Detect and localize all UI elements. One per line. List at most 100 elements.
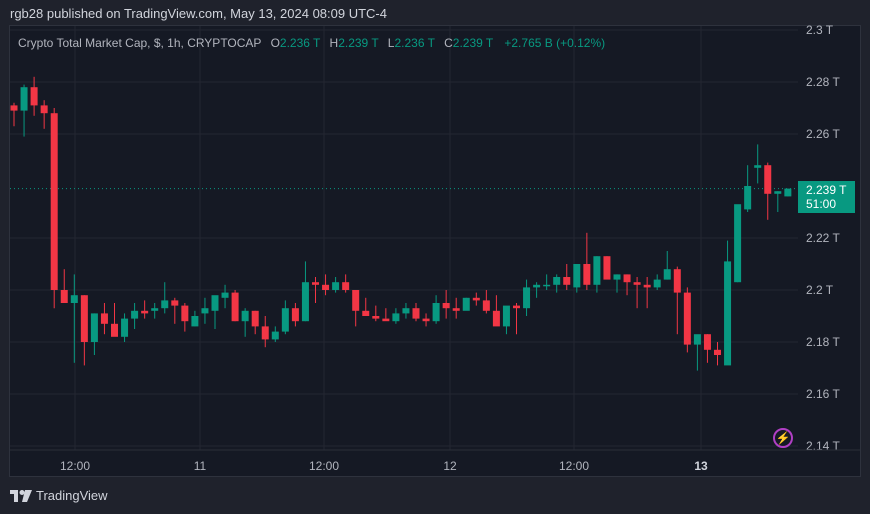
y-axis-label: 2.22 T	[806, 231, 840, 245]
candle	[382, 308, 390, 322]
candle	[603, 256, 611, 280]
candle	[181, 303, 189, 332]
candle	[332, 277, 340, 293]
candle	[583, 232, 591, 290]
candle	[734, 204, 742, 283]
candle	[322, 274, 330, 296]
candle	[131, 303, 139, 329]
candle	[211, 295, 219, 329]
candle	[643, 277, 651, 309]
y-axis-label: 2.2 T	[806, 283, 834, 297]
candle	[30, 76, 38, 116]
candle	[452, 297, 460, 319]
candle	[492, 295, 500, 327]
y-axis-label: 2.18 T	[806, 335, 840, 349]
symbol-title[interactable]: Crypto Total Market Cap, $, 1h, CRYPTOCA…	[18, 36, 262, 50]
low-label: L	[387, 36, 395, 50]
y-axis-label: 2.28 T	[806, 75, 840, 89]
candle	[402, 303, 410, 319]
candle	[271, 326, 279, 342]
candle	[633, 277, 641, 309]
candle	[683, 287, 691, 353]
candle	[261, 316, 269, 348]
x-axis-label: 12:00	[60, 459, 90, 473]
candle	[231, 290, 239, 322]
candle	[191, 310, 199, 327]
candle	[482, 290, 490, 314]
candle	[543, 274, 551, 290]
candle	[703, 334, 711, 363]
candle	[663, 251, 671, 280]
x-axis-label: 12	[443, 459, 457, 473]
x-axis-label: 12:00	[309, 459, 339, 473]
candle	[502, 305, 510, 335]
candle	[201, 297, 209, 324]
candle	[462, 297, 470, 311]
candle	[90, 313, 98, 355]
candle	[412, 303, 420, 322]
publisher-line: rgb28 published on TradingView.com, May …	[10, 6, 387, 21]
close-label: C	[444, 36, 453, 50]
high-label: H	[329, 36, 339, 50]
candle	[563, 264, 571, 290]
candle	[623, 274, 631, 296]
candle	[573, 264, 581, 293]
candle	[141, 300, 149, 319]
candle	[653, 274, 661, 290]
candle	[744, 165, 752, 212]
symbol-legend: Crypto Total Market Cap, $, 1h, CRYPTOCA…	[18, 36, 605, 50]
candlestick-plot[interactable]: 2.3 T 2.28 T 2.26 T 2.22 T 2.2 T 2.18 T 2.16 T…	[0, 0, 870, 480]
candle	[221, 284, 229, 309]
change-value: +2.765 B (+0.12%)	[504, 36, 606, 50]
candle	[362, 297, 370, 316]
candle	[281, 300, 289, 335]
candle	[10, 102, 18, 127]
candle	[724, 240, 732, 366]
candle	[251, 310, 259, 335]
close-value: 2.239 T	[452, 36, 494, 50]
x-axis-label: 13	[694, 459, 708, 473]
candle	[553, 274, 561, 293]
candle	[50, 108, 58, 309]
candle	[161, 282, 169, 314]
candle	[20, 84, 28, 137]
candle	[593, 256, 601, 293]
lightning-icon[interactable]: ⚡	[773, 428, 793, 448]
candle	[754, 144, 762, 184]
candle	[613, 274, 621, 293]
bar-countdown: 51:00	[806, 197, 837, 211]
y-axis-label: 2.26 T	[806, 127, 840, 141]
candle	[392, 308, 400, 324]
candle	[70, 274, 78, 363]
last-price-label: 2.239 T 51:00	[798, 181, 855, 213]
candle	[764, 162, 772, 220]
high-value: 2.239 T	[338, 36, 379, 50]
candle	[472, 292, 480, 306]
y-axis-label: 2.14 T	[806, 439, 840, 453]
candle	[171, 297, 179, 324]
candle	[774, 191, 782, 212]
candle	[60, 269, 68, 303]
open-value: 2.236 T	[279, 36, 321, 50]
tradingview-brand[interactable]: TradingView	[10, 488, 108, 503]
candle	[241, 308, 249, 337]
candle	[784, 188, 792, 197]
brand-name: TradingView	[36, 488, 108, 503]
candle	[513, 303, 520, 335]
candle	[121, 313, 129, 342]
candle	[673, 266, 681, 335]
candle	[301, 261, 309, 322]
candle	[714, 342, 721, 366]
candle	[533, 282, 541, 298]
open-label: O	[270, 36, 280, 50]
y-axis-label: 2.16 T	[806, 387, 840, 401]
chart-pane[interactable]	[9, 25, 861, 477]
candle	[432, 295, 440, 324]
candle	[40, 100, 48, 129]
candle	[312, 277, 319, 303]
candle	[352, 290, 360, 327]
last-price: 2.239 T	[806, 183, 847, 197]
candle	[693, 334, 701, 371]
candle	[372, 305, 380, 322]
x-axis-label: 11	[194, 459, 207, 473]
